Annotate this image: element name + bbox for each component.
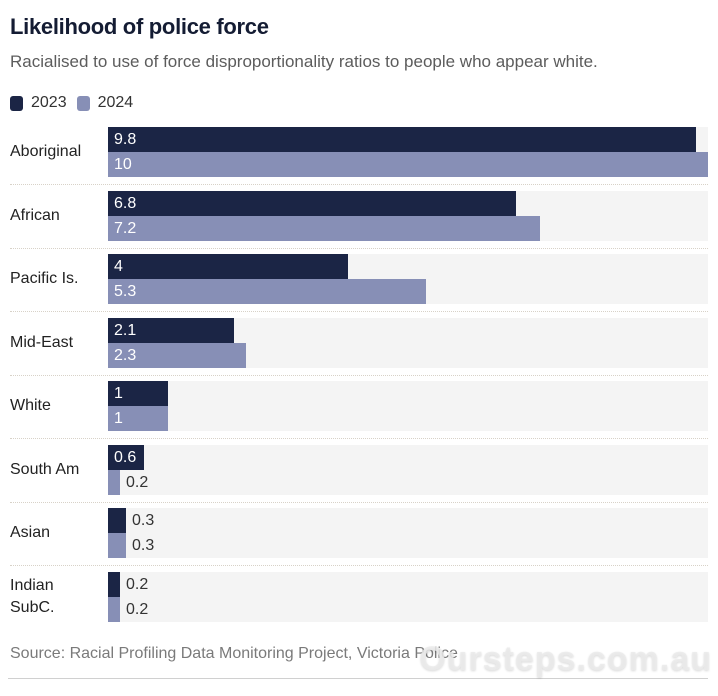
data-label-2023: 9.8 [114, 131, 137, 148]
row-separator [10, 502, 708, 503]
bar-row: Asian 0.3 0.3 [0, 508, 718, 558]
data-label-2024: 1 [114, 410, 123, 427]
bar-row: Mid-East 2.1 2.3 [0, 318, 718, 368]
data-label-2024: 5.3 [114, 283, 137, 300]
category-label: South Am [10, 461, 80, 478]
bar-2024 [108, 470, 120, 495]
row-separator [10, 311, 708, 312]
chart-title: Likelihood of police force [10, 14, 269, 39]
bar-row: Indian SubC. 0.2 0.2 [0, 572, 718, 622]
data-label-2023: 1 [114, 385, 123, 402]
legend-swatch-2023 [10, 95, 23, 111]
data-label-2023: 0.3 [132, 512, 155, 529]
data-label-2024: 7.2 [114, 220, 137, 237]
chart-subtitle: Racialised to use of force disproportion… [10, 52, 598, 71]
data-label-2023: 4 [114, 258, 123, 275]
bar-row: Aboriginal 9.8 10 [0, 127, 718, 177]
bar-row: South Am 0.6 0.2 [0, 445, 718, 495]
data-label-2023: 0.6 [114, 449, 137, 466]
category-label: Indian SubC. [10, 577, 55, 616]
row-separator [10, 184, 708, 185]
category-label: African [10, 207, 60, 224]
data-label-2023: 0.2 [126, 576, 149, 593]
legend-swatch-2024 [76, 95, 90, 111]
bar-row: Pacific Is. 4 5.3 [0, 254, 718, 304]
bar-2023 [108, 508, 126, 533]
bar-2024 [108, 216, 540, 241]
data-label-2024: 0.2 [126, 474, 149, 491]
bar-track [108, 508, 708, 558]
data-label-2024: 0.3 [132, 537, 155, 554]
bar-2023 [108, 254, 348, 279]
watermark: Oursteps.com.au [419, 640, 712, 678]
source-note: Source: Racial Profiling Data Monitoring… [10, 645, 458, 662]
bar-2023 [108, 381, 168, 406]
bar-row: White 1 1 [0, 381, 718, 431]
legend-label-2024: 2024 [97, 94, 134, 111]
category-label: Asian [10, 524, 51, 541]
row-separator [10, 438, 708, 439]
legend-label-2023: 2023 [31, 94, 67, 111]
data-label-2023: 2.1 [114, 322, 137, 339]
bar-track [108, 445, 708, 495]
bar-2023 [108, 318, 234, 343]
bar-track [108, 572, 708, 622]
category-label: Mid-East [10, 334, 74, 351]
bar-2023 [108, 445, 144, 470]
bar-2023 [108, 191, 516, 216]
data-label-2023: 6.8 [114, 195, 137, 212]
legend-item-2023: 2023 [10, 94, 67, 112]
row-separator [10, 565, 708, 566]
legend-item-2024: 2024 [76, 94, 134, 112]
bottom-divider [8, 678, 708, 679]
category-label: Pacific Is. [10, 270, 79, 287]
bar-track [108, 381, 708, 431]
bar-row: African 6.8 7.2 [0, 191, 718, 241]
legend: 2023 2024 [10, 94, 143, 112]
row-separator [10, 248, 708, 249]
bar-2024 [108, 533, 126, 558]
bar-2023 [108, 127, 696, 152]
data-label-2024: 0.2 [126, 601, 149, 618]
bar-2024 [108, 597, 120, 622]
data-label-2024: 10 [114, 156, 132, 173]
category-label: White [10, 397, 51, 414]
row-separator [10, 375, 708, 376]
bar-2024 [108, 343, 246, 368]
bar-2023 [108, 572, 120, 597]
category-label: Aboriginal [10, 143, 82, 160]
data-label-2024: 2.3 [114, 347, 137, 364]
bar-2024 [108, 406, 168, 431]
bar-2024 [108, 152, 708, 177]
bar-2024 [108, 279, 426, 304]
